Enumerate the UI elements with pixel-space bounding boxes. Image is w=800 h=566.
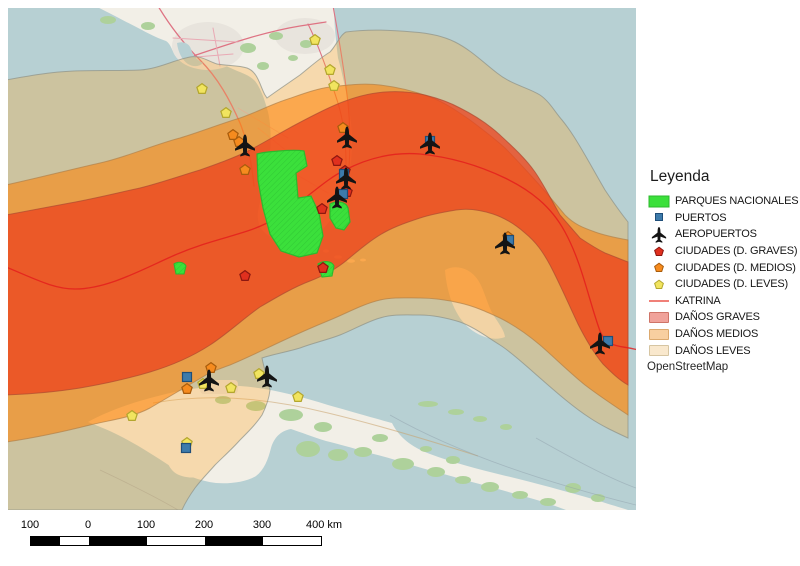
airport-marker: [327, 186, 347, 209]
legend-item-aeropuertos: AEROPUERTOS: [648, 226, 800, 243]
city-grave-marker: [317, 261, 329, 273]
map-canvas[interactable]: [5, 5, 639, 511]
legend-item-danos-medios: DAÑOS MEDIOS: [648, 326, 800, 343]
park-everglades: [256, 149, 324, 258]
airport-marker: [337, 126, 357, 149]
city-leve-marker: [196, 82, 208, 94]
katrina-line-icon: [649, 299, 669, 302]
park-west: [173, 261, 187, 275]
city-leve-marker: [292, 390, 304, 402]
airport-marker: [495, 232, 515, 255]
city-leve-marker: [309, 33, 321, 45]
city-grave-marker: [316, 202, 328, 214]
tampa-bay: [177, 42, 203, 67]
scalebar-label-unit: 400 km: [306, 519, 343, 531]
city-medio-marker: [239, 163, 251, 175]
katrina-track: [5, 152, 639, 351]
orlando-urban: [275, 18, 335, 54]
airport-marker: [420, 132, 440, 155]
legend-item-puertos: PUERTOS: [648, 210, 800, 227]
city-medio-marker: [181, 382, 193, 394]
legend-item-danos-leves: DAÑOS LEVES: [648, 342, 800, 359]
city-leve-marker: [220, 106, 232, 118]
isla-juventud: [166, 439, 217, 478]
orange-pentagon-icon: [654, 262, 664, 273]
legend-item-ciudades-leves: CIUDADES (D. LEVES): [648, 276, 800, 293]
port-square-icon: [655, 213, 663, 222]
scalebar-label: 300: [252, 519, 272, 531]
map-attribution: OpenStreetMap: [647, 361, 729, 373]
airport-marker: [199, 369, 219, 392]
florida-forests: [100, 16, 312, 70]
city-leve-marker: [225, 381, 237, 393]
park-swatch-icon: [648, 195, 670, 208]
scalebar-label: 100: [20, 519, 40, 531]
legend-item-ciudades-medios: CIUDADES (D. MEDIOS): [648, 259, 800, 276]
legend-title: Leyenda: [650, 168, 710, 185]
city-leve-marker: [324, 63, 336, 75]
yellow-pentagon-icon: [654, 279, 664, 289]
legend-item-ciudades-graves: CIUDADES (D. GRAVES): [648, 243, 800, 260]
airport-marker: [257, 365, 277, 388]
scalebar-label: 0: [84, 519, 92, 531]
city-leve-marker: [328, 79, 340, 91]
legend: PARQUES NACIONALES PUERTOS AEROPUERTOS C…: [648, 193, 800, 359]
scalebar-label: 200: [194, 519, 214, 531]
scalebar-labels: 100 0 100 200 300 400 km: [0, 519, 420, 533]
legend-item-parques: PARQUES NACIONALES: [648, 193, 800, 210]
city-grave-marker: [239, 269, 251, 281]
park-east: [329, 201, 351, 231]
danos-medios-swatch: [649, 328, 669, 340]
port-marker: [180, 442, 192, 454]
scalebar: [30, 536, 322, 546]
red-pentagon-icon: [654, 246, 664, 256]
legend-item-katrina: KATRINA: [648, 293, 800, 310]
marker-layer: [126, 33, 614, 454]
base-lines: [99, 397, 637, 511]
airplane-icon: [651, 226, 667, 243]
map-container[interactable]: [5, 5, 639, 511]
airport-marker: [590, 332, 610, 355]
danos-graves-swatch: [649, 311, 669, 323]
airport-marker: [235, 134, 255, 157]
city-grave-marker: [331, 154, 343, 166]
scalebar-label: 100: [136, 519, 156, 531]
airport-marker: [336, 167, 356, 190]
legend-item-danos-graves: DAÑOS GRAVES: [648, 309, 800, 326]
danos-leves-swatch: [649, 345, 669, 357]
national-parks: [173, 149, 351, 278]
city-leve-marker: [126, 409, 138, 421]
port-marker: [181, 371, 193, 383]
city-medio-marker: [227, 128, 239, 140]
